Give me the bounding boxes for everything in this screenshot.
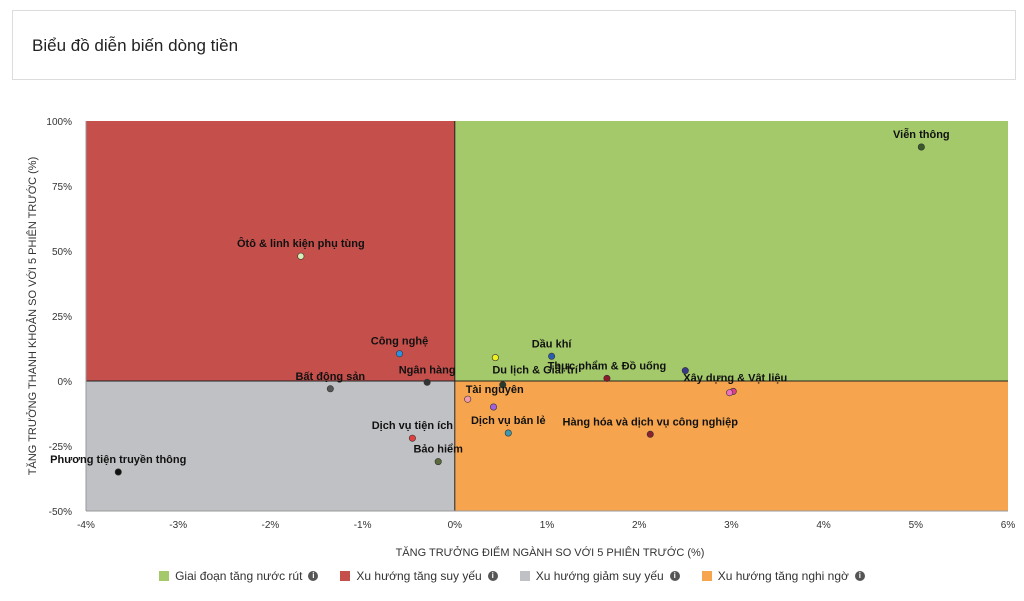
legend-label-0: Giai đoạn tăng nước rút [175,569,303,583]
x-tick-label: 5% [909,520,924,531]
data-point [434,458,442,466]
info-icon[interactable]: i [308,571,319,581]
legend-swatch-0 [159,571,170,581]
data-label: Phương tiện truyền thông [50,454,186,466]
y-tick-label: 25% [52,312,72,323]
info-icon[interactable]: i [487,571,498,581]
data-label: Dầu khí [532,338,573,350]
legend-swatch-3 [701,571,712,581]
data-point [681,367,689,375]
legend-item-2[interactable]: Xu hướng giảm suy yếu i [519,569,680,583]
legend-label-2: Xu hướng giảm suy yếu [535,569,664,583]
data-label: Tài nguyên [466,384,524,396]
x-tick-label: 3% [724,520,739,531]
data-label: Xây dựng & Vật liệu [683,373,787,385]
data-point [408,434,416,442]
data-point [114,468,122,476]
quadrant-top-left [86,121,455,381]
x-tick-label: 0% [448,520,463,531]
quadrant-top-right [454,121,1008,381]
quadrant-bottom-right [454,381,1008,511]
data-label: Công nghệ [371,336,428,348]
data-label: Thực phẩm & Đồ uống [548,360,667,372]
x-tick-label: -4% [77,520,95,531]
data-label: Ngân hàng [399,364,456,376]
legend-item-1[interactable]: Xu hướng tăng suy yếu i [340,569,498,583]
data-point [726,389,734,397]
data-point [646,430,654,438]
data-point [491,354,499,362]
data-label: Hàng hóa và dịch vụ công nghiệp [563,416,739,428]
x-tick-label: -1% [354,520,372,531]
data-point [297,252,305,260]
info-icon[interactable]: i [854,571,865,581]
data-label: Dịch vụ tiện ích [372,420,454,432]
x-axis-title: TĂNG TRƯỞNG ĐIỂM NGÀNH SO VỚI 5 PHIÊN TR… [396,546,705,559]
legend-swatch-1 [340,571,351,581]
data-point [548,352,556,360]
x-tick-label: 1% [540,520,555,531]
data-point [326,385,334,393]
y-tick-label: 0% [58,377,73,388]
y-axis-title: TĂNG TRƯỞNG THANH KHOẢN SO VỚI 5 PHIÊN T… [26,157,39,475]
x-tick-label: -3% [169,520,187,531]
x-tick-label: -2% [262,520,280,531]
data-label: Bất động sản [295,371,365,383]
money-flow-chart: -4% -3% -2% -1% 0% 1% 2% 3% 4% 5% 6% -50% -25% 0% 25% 5… [26,117,1016,559]
data-point [504,429,512,437]
data-label: Bảo hiểm [413,444,463,456]
page-title: Biểu đồ diễn biến dòng tiền [32,36,239,55]
data-label: Viễn thông [893,128,950,141]
chart-legend: Giai đoạn tăng nước rút i Xu hướng tăng … [0,566,1024,586]
data-point [917,143,925,151]
data-point [464,395,472,403]
y-tick-label: 100% [46,117,72,128]
info-icon[interactable]: i [669,571,680,581]
legend-label-1: Xu hướng tăng suy yếu [356,569,482,583]
data-point [423,378,431,386]
data-label: Ôtô & linh kiện phụ tùng [237,237,365,250]
legend-label-3: Xu hướng tăng nghi ngờ [717,569,849,583]
data-point [603,374,611,382]
data-point [490,403,498,411]
data-point [395,350,403,358]
y-tick-label: 75% [52,182,72,193]
x-tick-label: 6% [1001,520,1016,531]
data-label: Du lịch & Giải trí [492,365,579,377]
legend-swatch-2 [519,571,530,581]
chart-header-card: Biểu đồ diễn biến dòng tiền [12,10,1016,80]
y-tick-label: 50% [52,247,72,258]
data-label: Dịch vụ bán lẻ [471,415,546,427]
x-tick-label: 2% [632,520,647,531]
data-point [499,381,507,389]
quadrant-bottom-left [86,381,455,511]
y-tick-label: -50% [49,507,72,518]
y-tick-label: -25% [49,442,72,453]
legend-item-3[interactable]: Xu hướng tăng nghi ngờ i [701,569,865,583]
x-tick-label: 4% [816,520,831,531]
legend-item-0[interactable]: Giai đoạn tăng nước rút i [159,569,319,583]
